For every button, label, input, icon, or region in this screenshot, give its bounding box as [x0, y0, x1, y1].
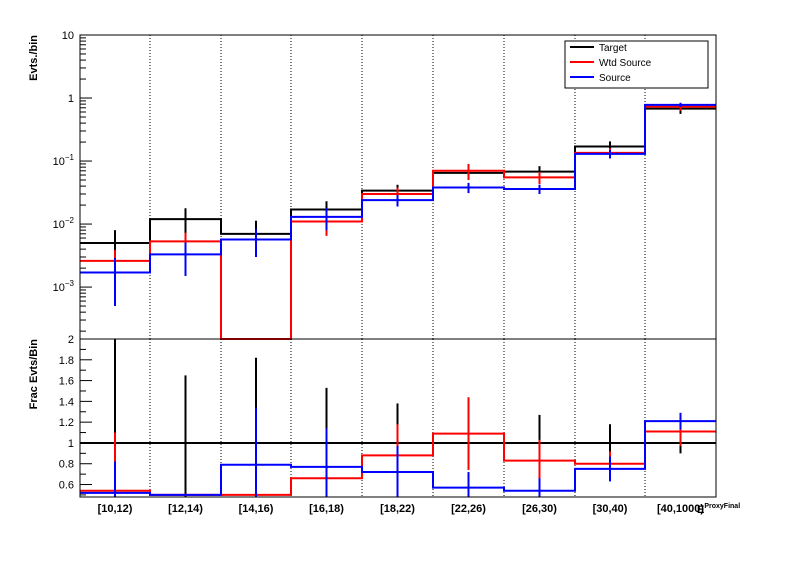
bottom-series-group	[80, 339, 716, 497]
x-category-labels: [10,12) [12,14) [14,16) [16,18) [18,22) [22,2…	[98, 503, 705, 515]
legend-box	[564, 40, 709, 89]
top-series-source	[80, 102, 716, 307]
top-y-tick-label: 10−2	[53, 216, 75, 231]
x-category-label: [22,26)	[451, 503, 486, 515]
bottom-y-tick-label: 1.8	[59, 355, 74, 367]
bottom-y-axis-title: Frac Evts/Bin	[28, 339, 40, 410]
top-y-tick-label: 1	[68, 93, 74, 105]
x-axis-title: EProxyFinal	[697, 503, 740, 516]
x-category-label: [40,1000)	[657, 503, 704, 515]
x-category-label: [30,40)	[593, 503, 628, 515]
top-y-axis: 10 1 10−1 10−2 10−3	[53, 30, 92, 332]
x-category-label: [16,18)	[309, 503, 344, 515]
legend: Target Wtd Source Source	[564, 40, 709, 89]
top-y-tick-label: 10−1	[53, 153, 75, 168]
bottom-y-tick-label: 1.6	[59, 376, 74, 388]
top-panel: 10 1 10−1 10−2 10−3 Evts./bin Target Wtd Sou…	[28, 30, 717, 340]
bottom-y-tick-label: 1.2	[59, 417, 74, 429]
legend-label-wtd-source: Wtd Source	[599, 58, 652, 69]
x-category-label: [14,16)	[239, 503, 274, 515]
x-category-label: [10,12)	[98, 503, 133, 515]
bottom-y-axis: 0.6 0.8 1 1.2 1.4 1.6 1.8 2	[59, 334, 92, 496]
bottom-panel: 0.6 0.8 1 1.2 1.4 1.6 1.8 2 [10,12) [12,14) [14,1…	[28, 334, 740, 516]
bottom-y-tick-label: 0.8	[59, 459, 74, 471]
bottom-grid	[149, 339, 646, 497]
top-y-axis-title: Evts./bin	[28, 35, 40, 81]
bottom-y-tick-label: 1	[68, 438, 74, 450]
top-series-group	[80, 102, 716, 340]
bottom-plot-frame	[79, 338, 717, 498]
bottom-series-source	[80, 407, 716, 497]
legend-label-target: Target	[599, 43, 627, 54]
x-category-label: [18,22)	[380, 503, 415, 515]
top-y-tick-label: 10	[62, 30, 74, 42]
x-category-label: [26,30)	[522, 503, 557, 515]
x-category-label: [12,14)	[168, 503, 203, 515]
top-y-tick-label: 10−3	[53, 279, 75, 294]
legend-label-source: Source	[599, 73, 631, 84]
bottom-y-tick-label: 2	[68, 334, 74, 346]
bottom-y-tick-label: 1.4	[59, 396, 74, 408]
bottom-y-tick-label: 0.6	[59, 480, 74, 492]
